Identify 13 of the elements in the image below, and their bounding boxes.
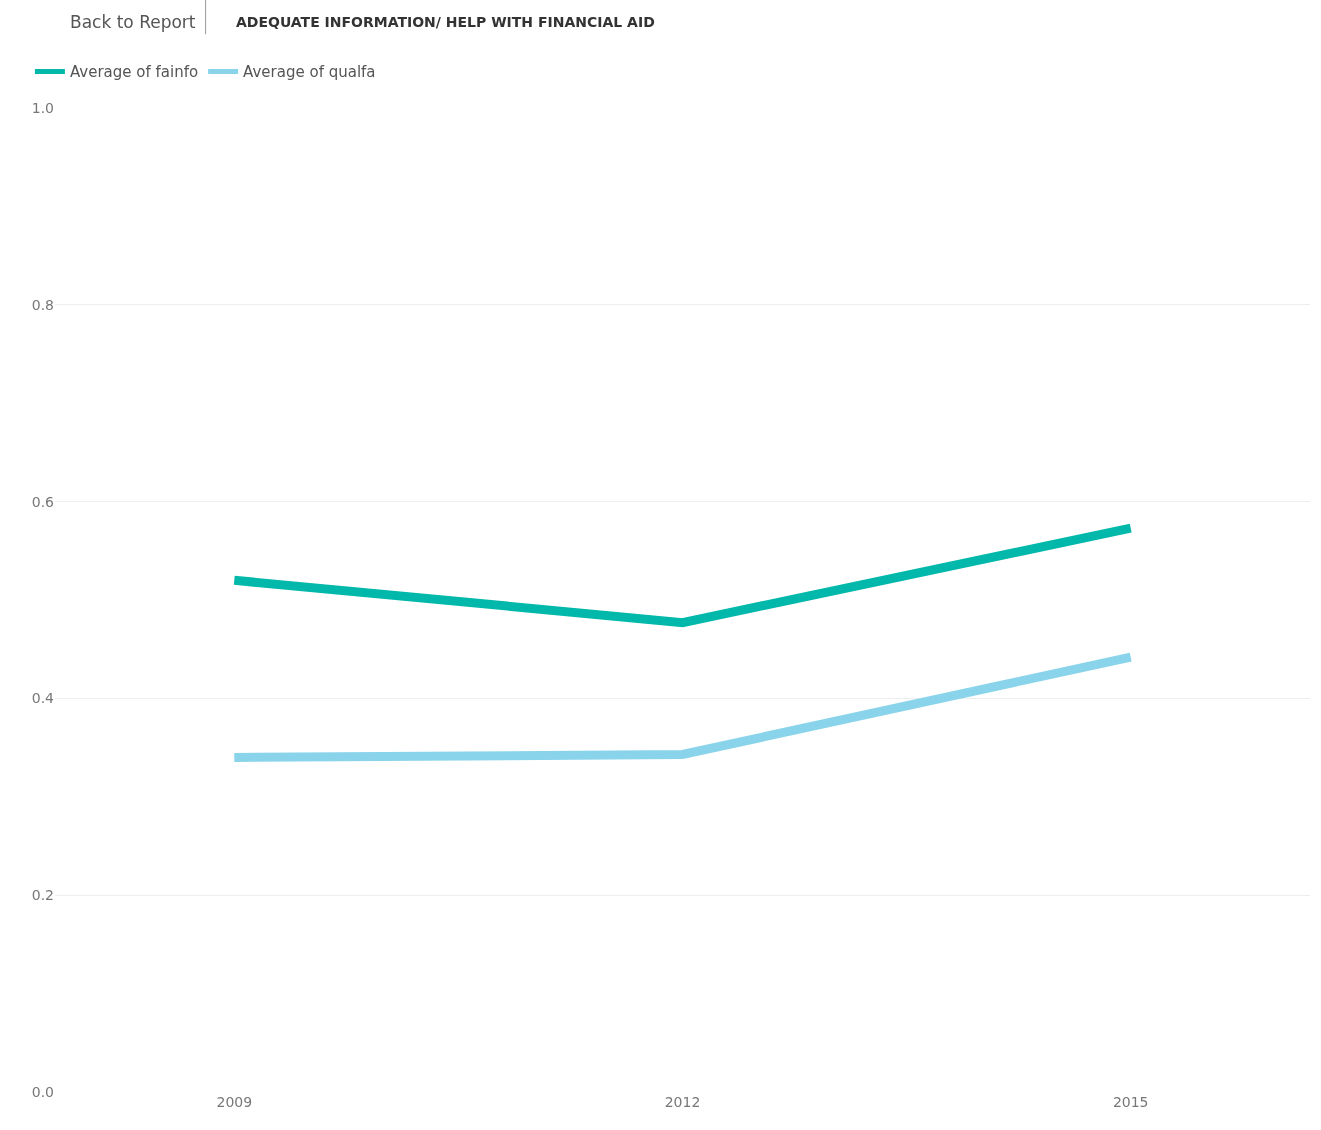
y-tick-label: 0.4 [31,690,55,707]
y-tick-label: 0.6 [31,493,55,510]
legend-label: Average of qualfa [243,63,376,82]
legend-label: Average of fainfo [69,63,199,82]
y-tick-label: 0.0 [31,1083,54,1100]
x-tick-label: 2009 [216,1094,253,1110]
text: Back to Report [70,12,196,32]
x-tick-label: 2015 [1112,1094,1149,1110]
y-tick-label: 1.0 [31,99,54,116]
y-tick-label: 0.2 [31,887,54,904]
x-tick-label: 2012 [664,1094,701,1110]
y-tick-label: 0.8 [31,296,54,313]
chart-title: ADEQUATE INFORMATION/ HELP WITH FINANCIAL AID [236,13,655,30]
